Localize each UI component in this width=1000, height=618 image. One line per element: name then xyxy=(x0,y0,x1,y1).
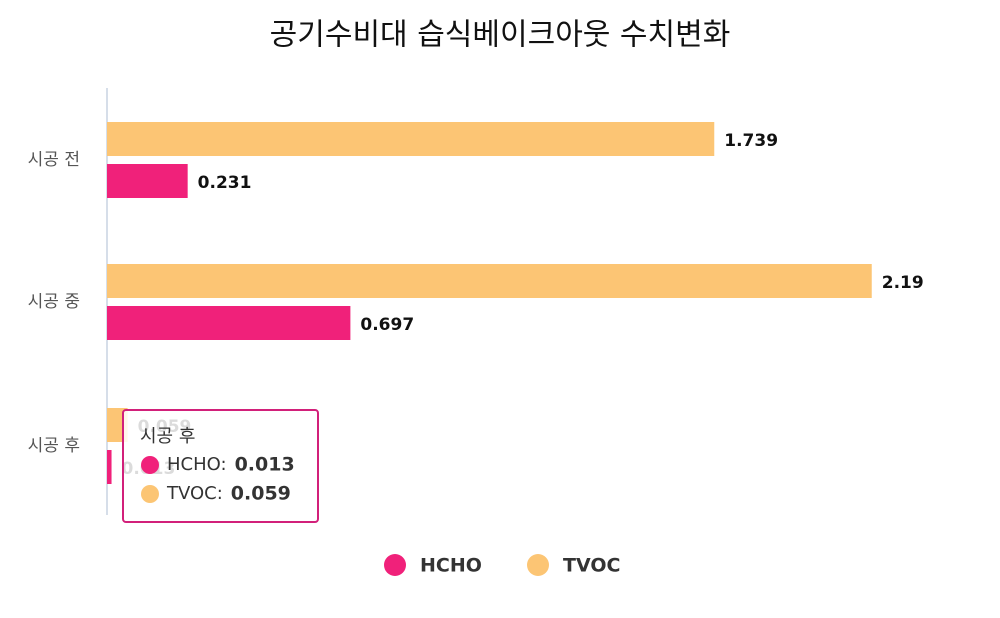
tooltip-label: TVOC: xyxy=(166,483,223,504)
tooltip-marker xyxy=(141,485,159,503)
tooltip-label: HCHO: xyxy=(167,454,227,475)
bar xyxy=(107,164,188,198)
bar xyxy=(107,306,351,340)
y-tick-label: 시공 중 xyxy=(28,292,80,312)
bar xyxy=(107,264,872,298)
tooltip-title: 시공 후 xyxy=(140,426,195,447)
legend-label: HCHO xyxy=(420,555,482,577)
legend-marker xyxy=(527,554,549,576)
tooltip-value: 0.059 xyxy=(231,483,291,505)
data-label: 2.19 xyxy=(882,273,924,293)
tooltip-value: 0.013 xyxy=(235,454,295,476)
data-label: 1.739 xyxy=(724,131,778,151)
tooltip-box xyxy=(122,409,319,523)
chart-title: 공기수비대 습식베이크아웃 수치변화 xyxy=(270,18,731,53)
data-label: 0.697 xyxy=(360,315,414,335)
y-tick-label: 시공 후 xyxy=(28,436,80,456)
y-tick-label: 시공 전 xyxy=(28,150,80,170)
tooltip-marker xyxy=(141,456,159,474)
legend-marker xyxy=(384,554,406,576)
bar xyxy=(107,450,112,484)
data-label: 0.231 xyxy=(198,173,252,193)
legend-label: TVOC xyxy=(563,555,620,577)
bar xyxy=(107,122,715,156)
